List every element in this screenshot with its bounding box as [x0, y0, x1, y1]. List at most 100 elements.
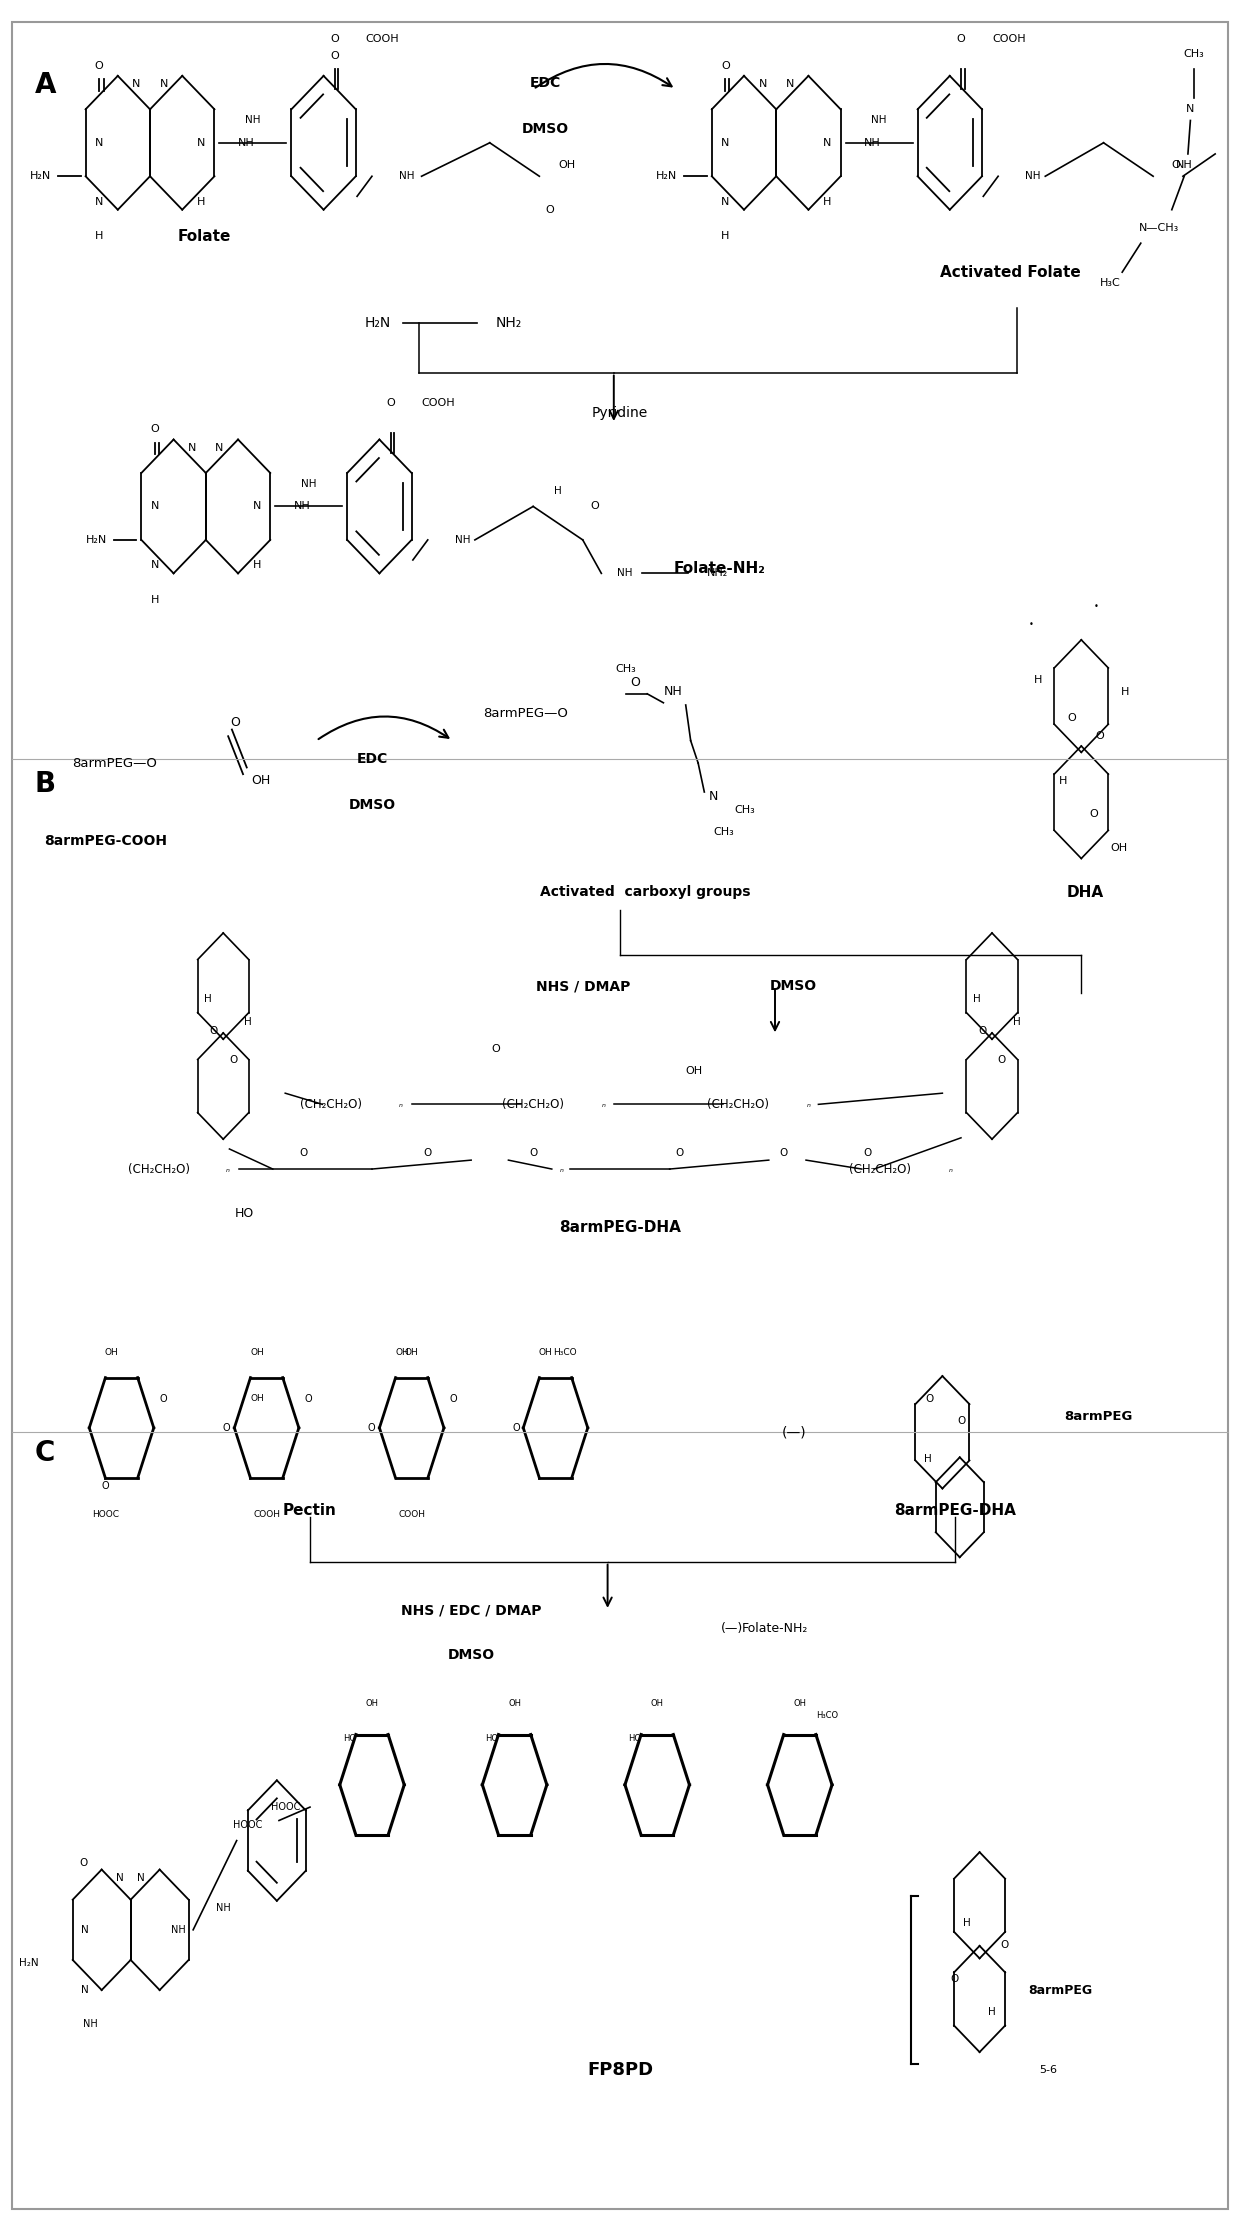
Text: NHS / DMAP: NHS / DMAP [536, 979, 630, 993]
Text: N: N [253, 502, 260, 511]
Text: N: N [216, 442, 223, 453]
Text: H: H [95, 232, 103, 241]
Text: (CH₂CH₂O): (CH₂CH₂O) [849, 1162, 911, 1176]
Text: OH: OH [404, 1348, 419, 1356]
Text: Activated  carboxyl groups: Activated carboxyl groups [539, 886, 750, 899]
Text: NH: NH [238, 138, 254, 147]
Text: COOH: COOH [422, 397, 455, 408]
Text: Folate-NH₂: Folate-NH₂ [742, 1622, 808, 1635]
Text: Folate-NH₂: Folate-NH₂ [673, 562, 765, 576]
Text: H: H [988, 2008, 996, 2017]
Text: N: N [722, 138, 729, 147]
Text: OH: OH [250, 1348, 264, 1356]
Text: DMSO: DMSO [522, 123, 569, 136]
Text: CH₃: CH₃ [734, 805, 755, 814]
Text: O: O [305, 1394, 312, 1403]
Text: HOOC: HOOC [92, 1510, 119, 1519]
Text: O: O [951, 1974, 959, 1983]
Text: ₙ: ₙ [601, 1100, 606, 1109]
Text: N: N [188, 442, 196, 453]
Text: NH: NH [246, 116, 260, 125]
Text: OH: OH [686, 1066, 703, 1075]
Text: 8armPEG-COOH: 8armPEG-COOH [43, 834, 167, 848]
Text: Pectin: Pectin [283, 1504, 337, 1517]
Text: H: H [823, 196, 831, 207]
Text: EDC: EDC [356, 752, 388, 765]
Text: O: O [630, 676, 640, 689]
Text: N: N [95, 138, 103, 147]
Text: H: H [1034, 676, 1042, 685]
Text: H₂N: H₂N [656, 172, 677, 181]
Text: COOH: COOH [253, 1510, 280, 1519]
Text: •: • [1094, 602, 1099, 611]
Text: 8armPEG: 8armPEG [1028, 1983, 1092, 1997]
Text: 8armPEG: 8armPEG [1064, 1410, 1132, 1423]
Text: NH: NH [294, 502, 310, 511]
Text: O: O [720, 60, 730, 71]
Text: DMSO: DMSO [348, 799, 396, 812]
Text: O: O [424, 1149, 432, 1158]
Text: OH: OH [794, 1700, 806, 1709]
Text: NH: NH [216, 1903, 231, 1912]
Text: OH: OH [366, 1700, 378, 1709]
Text: O: O [102, 1481, 109, 1490]
Text: H: H [973, 995, 981, 1004]
Text: HOOC: HOOC [270, 1803, 300, 1812]
Text: O: O [386, 397, 394, 408]
Text: B: B [35, 770, 56, 799]
Text: H₃CO: H₃CO [553, 1348, 577, 1356]
Text: N: N [151, 502, 159, 511]
Text: •: • [1029, 620, 1034, 629]
Text: NH: NH [1176, 161, 1193, 170]
Text: O: O [1001, 1941, 1008, 1950]
Text: 8armPEG—O: 8armPEG—O [484, 707, 568, 721]
Text: O: O [998, 1055, 1006, 1064]
Text: O: O [491, 1044, 501, 1053]
Text: O: O [956, 33, 965, 45]
Text: H: H [151, 596, 159, 605]
Text: N: N [117, 1872, 124, 1883]
Text: O: O [210, 1026, 217, 1035]
Text: DMSO: DMSO [448, 1649, 495, 1662]
Text: CH₃: CH₃ [713, 828, 734, 837]
Text: NH: NH [399, 172, 414, 181]
Text: (—): (—) [781, 1426, 806, 1439]
Text: O: O [150, 424, 160, 435]
Text: ₙ: ₙ [559, 1165, 564, 1174]
Text: O: O [367, 1423, 376, 1432]
Text: NH: NH [618, 569, 632, 578]
Text: O: O [546, 205, 554, 214]
Text: N: N [81, 1925, 89, 1934]
Text: O: O [1066, 714, 1076, 723]
Text: N—CH₃: N—CH₃ [1140, 223, 1179, 232]
Text: O: O [229, 1055, 237, 1064]
Text: N: N [95, 196, 103, 207]
Text: N: N [708, 790, 718, 803]
Text: O: O [926, 1394, 934, 1403]
Text: H: H [1059, 776, 1066, 785]
Text: O: O [529, 1149, 537, 1158]
Text: N: N [160, 78, 167, 89]
Text: NH: NH [83, 2019, 98, 2028]
Text: OH: OH [1110, 843, 1127, 852]
Text: (CH₂CH₂O): (CH₂CH₂O) [502, 1098, 564, 1111]
Text: CH₃: CH₃ [1184, 49, 1204, 58]
Text: ₙ: ₙ [949, 1165, 954, 1174]
Text: H₂N: H₂N [86, 535, 107, 544]
Text: (CH₂CH₂O): (CH₂CH₂O) [707, 1098, 769, 1111]
Text: NH: NH [1025, 172, 1040, 181]
Text: 8armPEG-DHA: 8armPEG-DHA [894, 1504, 1016, 1517]
Text: H: H [205, 995, 212, 1004]
Text: NH: NH [663, 685, 683, 698]
Text: N: N [1187, 105, 1194, 114]
Text: H: H [197, 196, 205, 207]
Text: N: N [722, 196, 729, 207]
Text: FP8PD: FP8PD [587, 2061, 653, 2079]
Text: CH₃: CH₃ [616, 665, 636, 674]
Text: O: O [978, 1026, 986, 1035]
Text: O: O [450, 1394, 458, 1403]
Text: COOH: COOH [992, 33, 1025, 45]
Text: NH: NH [301, 480, 316, 489]
Text: COOH: COOH [366, 33, 399, 45]
Text: H: H [722, 232, 729, 241]
